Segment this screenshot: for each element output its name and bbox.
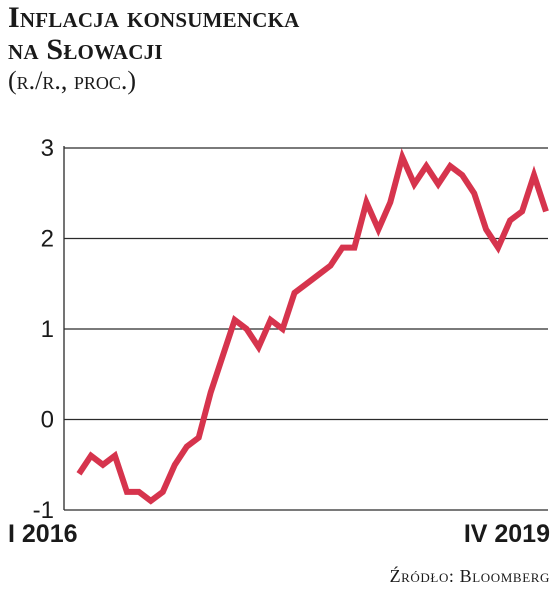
chart-title-line-1: Inflacja konsumencka <box>8 1 300 34</box>
y-tick-label-4: -1 <box>33 497 54 524</box>
chart-subtitle: (r./r., proc.) <box>8 66 137 95</box>
source-note: Źródło: Bloomberg <box>389 566 550 586</box>
title-block: Inflacja konsumencka na Słowacji (r./r.,… <box>8 2 300 96</box>
chart-title-line-2: na Słowacji <box>8 33 163 66</box>
y-tick-label-0: 3 <box>41 135 54 162</box>
y-tick-label-1: 2 <box>41 226 54 253</box>
y-tick-label-2: 1 <box>41 316 54 343</box>
x-label-start: I 2016 <box>8 520 78 548</box>
x-label-end: IV 2019 <box>464 520 550 548</box>
series-line-inflation <box>76 148 549 505</box>
y-tick-label-3: 0 <box>41 407 54 434</box>
